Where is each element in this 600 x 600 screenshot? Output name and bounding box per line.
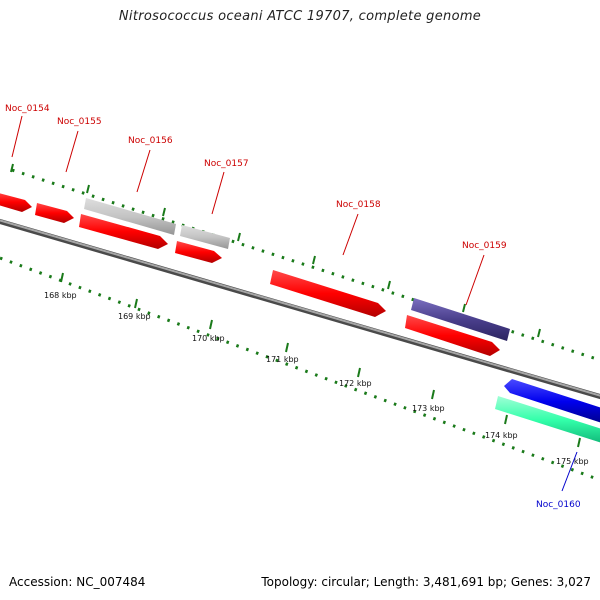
major-tick (86, 184, 90, 194)
forward-strand-inner (79, 214, 500, 356)
gene-label-noc-0160[interactable]: Noc_0160 (536, 500, 581, 510)
label-leaders (11, 115, 578, 492)
major-tick (285, 342, 289, 353)
scale-label: 174 kbp (485, 431, 518, 440)
major-tick (577, 437, 581, 448)
gene-label-noc-0157[interactable]: Noc_0157 (204, 159, 249, 169)
cds-arrow-noc-0157[interactable] (175, 241, 222, 263)
scale-label: 173 kbp (412, 404, 445, 413)
genome-backbone (0, 218, 600, 400)
scale-label: 171 kbp (266, 355, 299, 364)
scale-label: 175 kbp (556, 457, 589, 466)
major-tick (537, 328, 541, 338)
scale-label: 170 kbp (192, 334, 225, 343)
reverse-strand (495, 379, 600, 444)
cds-feature-gray-1[interactable] (84, 198, 176, 235)
cds-arrow-noc-0156[interactable] (79, 214, 168, 249)
major-tick (312, 255, 316, 265)
inner-tick-rail (0, 256, 600, 482)
major-tick (462, 303, 466, 313)
cds-arrow-noc-0160[interactable] (504, 379, 600, 424)
gene-label-noc-0154[interactable]: Noc_0154 (5, 104, 50, 114)
gene-label-noc-0159[interactable]: Noc_0159 (462, 241, 507, 251)
major-tick (504, 414, 508, 425)
cds-feature-purple[interactable] (411, 298, 510, 341)
cds-arrow-noc-0154[interactable] (0, 192, 32, 212)
genome-stats-label: Topology: circular; Length: 3,481,691 bp… (261, 575, 591, 589)
cds-arrow-noc-0158[interactable] (270, 270, 386, 317)
major-tick (209, 319, 213, 330)
gene-label-noc-0158[interactable]: Noc_0158 (336, 200, 381, 210)
gene-label-noc-0155[interactable]: Noc_0155 (57, 117, 102, 127)
major-tick (431, 389, 435, 400)
cds-feature-teal[interactable] (495, 396, 600, 444)
forward-strand-outer (0, 192, 510, 341)
major-tick (162, 207, 166, 217)
major-tick (60, 272, 64, 283)
major-tick (10, 163, 14, 173)
scale-label: 172 kbp (339, 379, 372, 388)
gene-label-noc-0156[interactable]: Noc_0156 (128, 136, 173, 146)
scale-label: 168 kbp (44, 291, 77, 300)
cds-arrow-noc-0155[interactable] (35, 203, 74, 223)
major-tick (237, 232, 241, 242)
scale-label: 169 kbp (118, 312, 151, 321)
outer-tick-rail (10, 163, 600, 362)
cds-arrow-noc-0159[interactable] (405, 315, 500, 356)
cds-feature-gray-2[interactable] (180, 225, 230, 249)
map-title: Nitrosococcus oceani ATCC 19707, complet… (118, 9, 482, 24)
major-tick (134, 298, 138, 309)
accession-label: Accession: NC_007484 (9, 575, 146, 589)
major-tick (387, 280, 391, 290)
major-tick (357, 367, 361, 378)
